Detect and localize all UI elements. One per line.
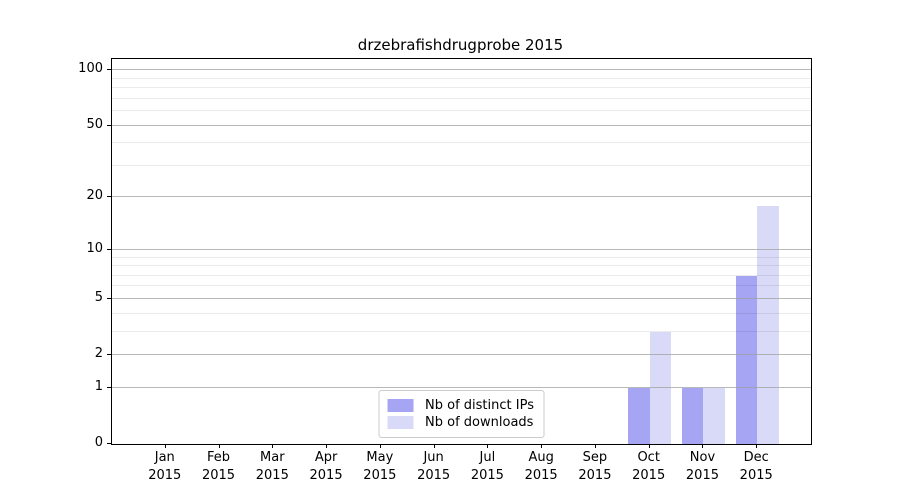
y-tick-mark-2: [107, 354, 111, 356]
x-tick-mark-mar: [272, 444, 274, 448]
x-tick-mark-feb: [218, 444, 220, 448]
x-tick-label-dec: Dec 2015: [739, 450, 773, 483]
gridline-4: [112, 312, 811, 314]
gridline-40: [112, 142, 811, 144]
gridline-20: [112, 196, 811, 198]
y-tick-label-20: 20: [86, 188, 103, 204]
gridline-7: [112, 274, 811, 276]
x-tick-label-oct: Oct 2015: [632, 450, 666, 483]
y-tick-mark-10: [107, 248, 111, 250]
gridline-10: [112, 248, 811, 250]
gridline-100: [112, 69, 811, 71]
x-tick-mark-may: [379, 444, 381, 448]
y-tick-mark-1: [107, 386, 111, 388]
x-tick-mark-nov: [702, 444, 704, 448]
chart-title: drzebrafishdrugprobe 2015: [357, 36, 564, 54]
y-tick-label-50: 50: [86, 116, 103, 132]
y-tick-mark-50: [107, 124, 111, 126]
gridline-80: [112, 87, 811, 89]
x-tick-mark-jul: [487, 444, 489, 448]
y-tick-label-0: 0: [94, 435, 103, 450]
gridline-5: [112, 297, 811, 299]
gridline-2: [112, 354, 811, 356]
x-tick-label-jan: Jan 2015: [148, 450, 182, 483]
x-tick-label-may: May 2015: [363, 450, 397, 483]
x-tick-mark-apr: [326, 444, 328, 448]
y-tick-label-1: 1: [94, 378, 103, 394]
legend-label-downloads: Nb of downloads: [425, 415, 534, 430]
legend-swatch-distinct-ips: [387, 399, 414, 412]
x-tick-label-nov: Nov 2015: [685, 450, 719, 483]
y-tick-mark-20: [107, 196, 111, 198]
bar-nov-downloads: [703, 387, 725, 444]
y-tick-label-10: 10: [86, 240, 103, 256]
x-tick-label-aug: Aug 2015: [524, 450, 558, 483]
bar-nov-distinct-ips: [681, 387, 704, 444]
x-tick-mark-oct: [648, 444, 650, 448]
x-tick-label-sep: Sep 2015: [578, 450, 612, 483]
x-tick-mark-jun: [433, 444, 435, 448]
y-tick-label-2: 2: [94, 346, 103, 362]
plot-area: Nb of distinct IPs Nb of downloads: [111, 58, 812, 445]
gridline-50: [112, 124, 811, 126]
x-tick-mark-aug: [541, 444, 543, 448]
gridline-1: [112, 386, 811, 388]
bar-dec-downloads: [757, 205, 779, 444]
gridline-30: [112, 164, 811, 166]
x-tick-label-apr: Apr 2015: [309, 450, 343, 483]
y-tick-mark-0: [107, 443, 111, 444]
gridline-3: [112, 330, 811, 332]
gridline-90: [112, 77, 811, 79]
y-tick-label-5: 5: [94, 289, 103, 305]
legend-swatch-downloads: [387, 416, 414, 429]
bar-dec-distinct-ips: [735, 275, 758, 444]
legend-label-distinct-ips: Nb of distinct IPs: [425, 398, 534, 413]
gridline-70: [112, 97, 811, 99]
gridline-6: [112, 285, 811, 287]
x-tick-label-jul: Jul 2015: [470, 450, 504, 483]
legend: Nb of distinct IPs Nb of downloads: [378, 390, 545, 438]
x-tick-label-mar: Mar 2015: [255, 450, 289, 483]
x-tick-label-jun: Jun 2015: [417, 450, 451, 483]
legend-entry-distinct-ips: Nb of distinct IPs: [387, 397, 534, 414]
bar-oct-distinct-ips: [628, 387, 650, 444]
x-tick-mark-jan: [164, 444, 166, 448]
y-tick-label-100: 100: [78, 61, 103, 77]
x-tick-label-feb: Feb 2015: [201, 450, 236, 483]
gridline-60: [112, 110, 811, 112]
y-tick-mark-5: [107, 297, 111, 299]
x-tick-mark-dec: [756, 444, 758, 448]
gridline-8: [112, 265, 811, 267]
legend-entry-downloads: Nb of downloads: [387, 414, 534, 431]
gridline-9: [112, 256, 811, 258]
x-tick-mark-sep: [594, 444, 596, 448]
y-tick-mark-100: [107, 69, 111, 71]
